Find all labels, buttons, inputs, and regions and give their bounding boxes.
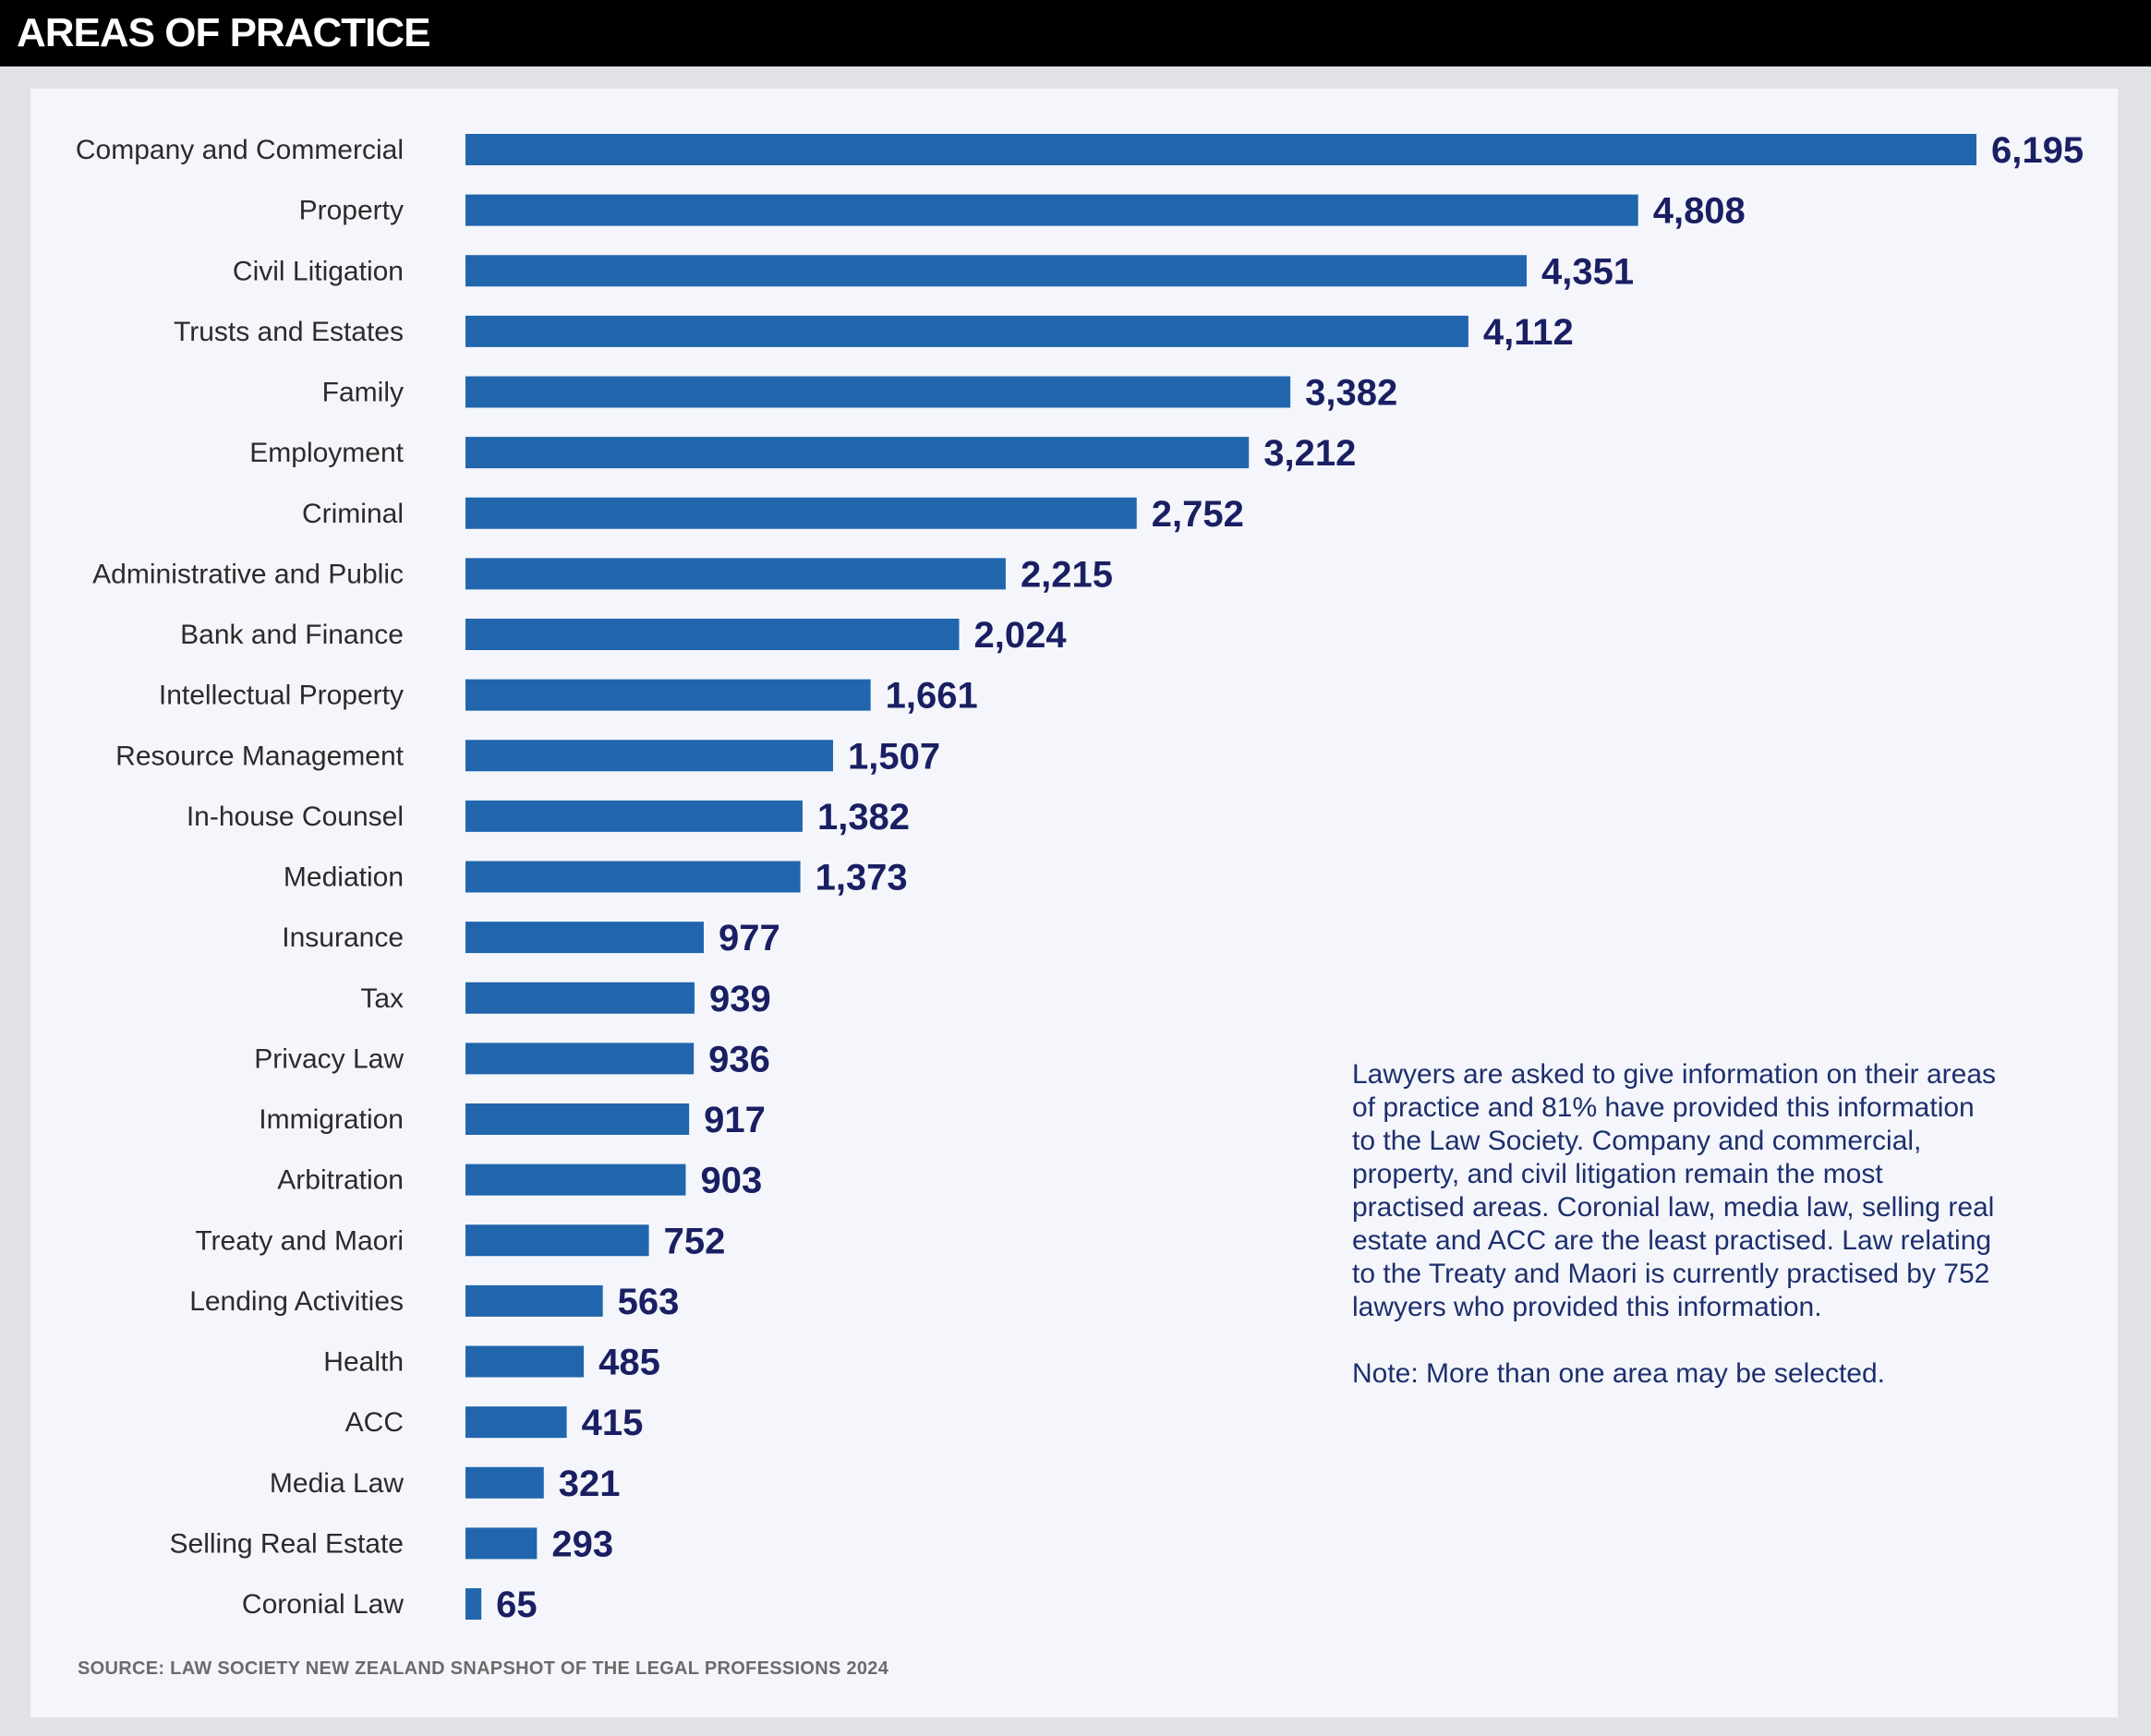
value-label: 6,195 (1991, 130, 2084, 171)
category-label: Family (322, 378, 404, 408)
category-label: Company and Commercial (76, 135, 404, 165)
category-label: Privacy Law (254, 1043, 404, 1074)
category-label: Health (323, 1347, 404, 1378)
header-bar (0, 0, 2151, 66)
category-label: Insurance (282, 922, 404, 953)
bar (465, 1043, 695, 1075)
bar (465, 922, 705, 954)
bar (465, 679, 871, 711)
category-label: In-house Counsel (187, 802, 404, 832)
category-label: Lending Activities (189, 1286, 404, 1317)
category-label: Mediation (284, 862, 404, 893)
value-label: 1,661 (886, 676, 978, 717)
bar (465, 194, 1638, 226)
bar (465, 497, 1137, 529)
bar (465, 134, 1976, 165)
bar (465, 861, 801, 893)
value-label: 939 (709, 979, 771, 1019)
value-label: 415 (582, 1403, 644, 1443)
bar (465, 740, 833, 772)
category-label: Intellectual Property (159, 681, 404, 711)
value-label: 485 (598, 1343, 660, 1383)
source-citation: SOURCE: LAW SOCIETY NEW ZEALAND SNAPSHOT… (78, 1658, 889, 1679)
value-label: 2,752 (1152, 494, 1244, 535)
category-label: Selling Real Estate (170, 1528, 404, 1559)
category-label: Property (299, 196, 404, 226)
category-label: Arbitration (277, 1165, 404, 1196)
page-title: AREAS OF PRACTICE (17, 10, 430, 55)
note-paragraph: Lawyers are asked to give information on… (1352, 1059, 1997, 1322)
value-label: 563 (618, 1282, 680, 1322)
value-label: 936 (708, 1039, 770, 1079)
category-label: Administrative and Public (92, 559, 404, 589)
category-label: ACC (345, 1407, 404, 1438)
value-label: 1,507 (848, 736, 940, 777)
bar (465, 1103, 690, 1135)
bar (465, 1163, 686, 1196)
bar (465, 315, 1468, 347)
chart-panel (30, 89, 2118, 1718)
bar (465, 376, 1291, 408)
category-label: Resource Management (115, 741, 405, 771)
value-label: 2,024 (974, 615, 1068, 656)
value-label: 4,112 (1483, 312, 1574, 353)
category-label: Employment (249, 438, 404, 468)
value-label: 321 (559, 1464, 621, 1504)
value-label: 3,212 (1263, 433, 1356, 474)
category-label: Media Law (270, 1468, 404, 1499)
bar (465, 619, 960, 650)
category-label: Criminal (302, 499, 404, 529)
value-label: 3,382 (1305, 373, 1397, 414)
bar (465, 1527, 538, 1560)
bar (465, 1466, 544, 1499)
value-label: 65 (496, 1585, 538, 1625)
value-label: 4,351 (1541, 251, 1634, 292)
category-label: Bank and Finance (180, 620, 404, 650)
bar (465, 255, 1528, 287)
category-label: Treaty and Maori (195, 1225, 404, 1256)
category-label: Trusts and Estates (174, 317, 404, 347)
bar (465, 1588, 482, 1620)
category-label: Civil Litigation (233, 256, 404, 286)
bar (465, 800, 803, 832)
category-label: Immigration (259, 1104, 404, 1135)
bar (465, 1406, 567, 1439)
bar (465, 1284, 603, 1317)
category-label: Tax (360, 983, 404, 1014)
bar (465, 558, 1006, 590)
value-label: 293 (551, 1524, 613, 1564)
value-label: 977 (719, 918, 780, 958)
chart-note: Lawyers are asked to give information on… (1352, 1058, 1999, 1424)
value-label: 1,382 (817, 797, 910, 838)
value-label: 752 (664, 1221, 726, 1261)
bar (465, 1345, 585, 1378)
value-label: 2,215 (1021, 554, 1113, 595)
value-label: 917 (704, 1100, 766, 1140)
value-label: 4,808 (1653, 191, 1746, 232)
bar (465, 1224, 649, 1257)
note-selection: Note: More than one area may be selected… (1352, 1358, 1886, 1389)
value-label: 903 (700, 1161, 762, 1201)
bar (465, 437, 1250, 469)
value-label: 1,373 (816, 858, 908, 898)
bar (465, 982, 695, 1014)
category-label: Coronial Law (242, 1589, 404, 1620)
